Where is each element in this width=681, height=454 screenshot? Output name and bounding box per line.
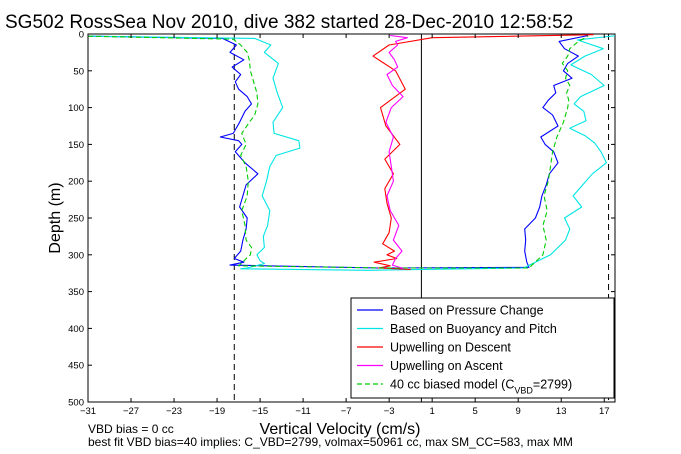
- y-axis-label: Depth (m): [47, 182, 64, 253]
- series-line-0: [88, 34, 589, 269]
- legend: Based on Pressure Change Based on Buoyanc…: [350, 297, 615, 399]
- legend-label-2: Upwelling on Descent: [390, 341, 511, 355]
- x-tick-label-12: 17: [599, 406, 610, 417]
- x-tick-label-9: 5: [473, 406, 478, 417]
- y-tick-label-2: 100: [68, 103, 84, 114]
- chart-title: SG502 RossSea Nov 2010, dive 382 started…: [5, 12, 573, 33]
- x-tick-label-1: −27: [123, 406, 139, 417]
- y-tick-label-10: 500: [68, 398, 84, 409]
- vbd-bias-note: VBD bias = 0 cc: [88, 422, 174, 436]
- x-tick-label-6: −7: [341, 406, 352, 417]
- y-tick-label-5: 250: [68, 214, 84, 225]
- legend-label-0: Based on Pressure Change: [390, 304, 544, 318]
- x-tick-label-0: −31: [80, 406, 96, 417]
- y-tick-label-4: 200: [68, 177, 84, 188]
- y-tick-label-7: 350: [68, 287, 84, 298]
- x-tick-label-2: −23: [166, 406, 182, 417]
- y-tick-label-1: 50: [73, 66, 84, 77]
- series-line-4: [88, 35, 589, 269]
- legend-box: [350, 297, 615, 399]
- x-tick-label-11: 13: [556, 406, 567, 417]
- x-tick-label-5: −11: [295, 406, 310, 417]
- y-tick-label-9: 450: [68, 361, 84, 372]
- series-line-3: [385, 34, 408, 270]
- x-tick-label-4: −15: [252, 406, 268, 417]
- best-fit-note: best fit VBD bias=40 implies: C_VBD=2799…: [88, 435, 573, 449]
- y-tick-label-0: 0: [79, 30, 84, 41]
- x-axis-label: Vertical Velocity (cm/s): [260, 421, 421, 438]
- legend-label-1: Based on Buoyancy and Pitch: [390, 322, 557, 336]
- legend-label-3: Upwelling on Ascent: [390, 359, 503, 373]
- y-tick-label-6: 300: [68, 250, 84, 261]
- x-tick-label-3: −19: [209, 406, 225, 417]
- x-tick-label-8: 1: [430, 406, 435, 417]
- y-tick-label-3: 150: [68, 140, 84, 151]
- series-line-2: [372, 34, 594, 271]
- x-tick-label-7: −3: [384, 406, 395, 417]
- x-tick-label-10: 9: [516, 406, 521, 417]
- y-tick-label-8: 400: [68, 324, 84, 335]
- series-line-1: [88, 35, 615, 271]
